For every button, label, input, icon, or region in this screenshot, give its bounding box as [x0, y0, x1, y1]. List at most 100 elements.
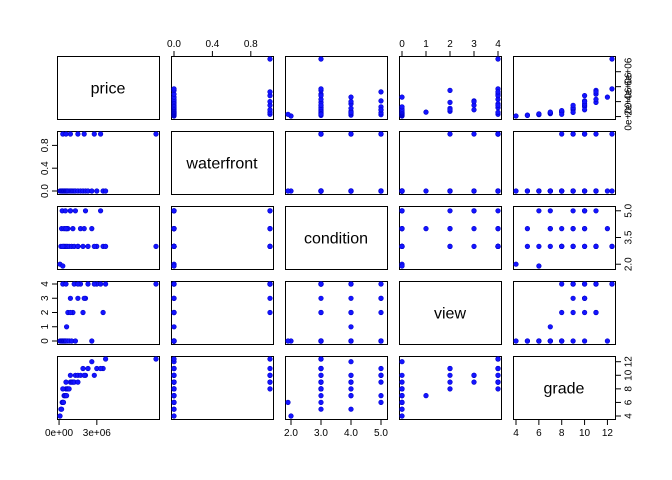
panel-price-vs-grade: [513, 56, 616, 120]
data-point: [348, 295, 354, 301]
data-point: [399, 393, 405, 399]
tick-label: 1: [423, 39, 429, 50]
panel-waterfront-vs-price: [57, 131, 160, 195]
data-point: [524, 188, 531, 194]
data-point: [318, 338, 324, 344]
data-point: [495, 379, 501, 385]
data-point: [318, 56, 324, 62]
data-point: [399, 399, 405, 406]
data-point: [570, 131, 576, 137]
data-point: [604, 94, 611, 100]
data-point: [609, 131, 615, 137]
data-point: [60, 399, 67, 406]
bottom-axis-grade: 4 6 8 10 12: [513, 420, 613, 439]
data-point: [447, 188, 453, 194]
data-point: [318, 131, 324, 137]
panel-frame: [285, 356, 388, 420]
data-point: [318, 111, 324, 117]
data-point: [348, 281, 354, 287]
data-point: [67, 131, 73, 137]
data-point: [609, 188, 615, 194]
panel-frame: [513, 206, 616, 270]
tick-label: 3: [471, 39, 477, 50]
data-point: [75, 379, 81, 385]
data-point: [471, 188, 477, 194]
data-point: [559, 281, 565, 287]
tick-label: 10: [623, 369, 634, 381]
data-point: [67, 295, 73, 301]
panel-frame: [171, 131, 274, 195]
data-point: [378, 309, 384, 316]
data-point: [471, 131, 477, 137]
data-point: [593, 208, 599, 214]
data-point: [80, 309, 86, 316]
tick-label: 0e+00: [45, 428, 74, 439]
data-point: [81, 295, 87, 301]
data-point: [536, 243, 542, 249]
tick-label: 2.0: [623, 257, 634, 271]
data-point: [593, 188, 599, 194]
data-point: [91, 372, 97, 378]
data-point: [399, 208, 405, 214]
panel-condition-vs-view: [399, 206, 502, 270]
data-point: [171, 379, 177, 385]
panel-frame: [57, 356, 160, 420]
variable-label-grade: grade: [544, 381, 585, 398]
tick-label: 4: [623, 413, 634, 419]
data-point: [171, 208, 177, 214]
panel-waterfront-vs-waterfront: waterfront: [171, 131, 274, 195]
panel-grade-vs-view: [399, 356, 502, 420]
tick-label: 4e+06: [623, 72, 634, 101]
data-point: [399, 104, 405, 110]
data-point: [67, 309, 73, 316]
data-point: [495, 208, 501, 214]
panel-grade-vs-condition: [285, 356, 388, 420]
data-point: [399, 359, 405, 365]
data-point: [495, 243, 501, 249]
data-point: [536, 338, 542, 344]
data-point: [102, 356, 109, 362]
tick-label: 0: [40, 338, 51, 344]
panel-condition-vs-price: [57, 206, 160, 270]
data-point: [570, 309, 576, 316]
data-point: [89, 188, 95, 194]
data-point: [399, 379, 405, 385]
data-point: [171, 399, 177, 406]
data-point: [288, 413, 294, 419]
data-point: [153, 356, 159, 362]
data-point: [495, 386, 501, 392]
data-point: [447, 365, 453, 372]
data-point: [536, 188, 542, 194]
data-point: [63, 379, 69, 385]
data-point: [91, 131, 97, 137]
data-point: [82, 208, 89, 214]
data-point: [171, 226, 177, 232]
data-point: [318, 372, 324, 378]
tick-label: 12: [623, 356, 634, 368]
data-point: [348, 94, 354, 100]
data-point: [171, 243, 177, 249]
data-point: [267, 309, 273, 316]
tick-label: 0e+00: [623, 102, 634, 131]
data-point: [348, 372, 354, 378]
data-point: [60, 386, 66, 392]
tick-label: 6e+06: [623, 57, 634, 86]
data-point: [72, 338, 78, 344]
data-point: [348, 98, 354, 105]
data-point: [471, 379, 477, 385]
panel-view-vs-condition: [285, 281, 388, 345]
data-point: [471, 107, 477, 113]
data-point: [318, 356, 324, 362]
top-axis-view: 0 1 2 3 4: [399, 39, 501, 56]
panel-frame: [57, 131, 160, 195]
data-point: [63, 281, 69, 287]
panel-frame: [513, 56, 616, 120]
data-point: [72, 208, 78, 214]
data-point: [80, 243, 86, 249]
data-point: [171, 324, 177, 330]
data-point: [102, 281, 109, 287]
data-point: [348, 386, 354, 392]
data-point: [471, 226, 477, 232]
data-point: [318, 399, 324, 406]
